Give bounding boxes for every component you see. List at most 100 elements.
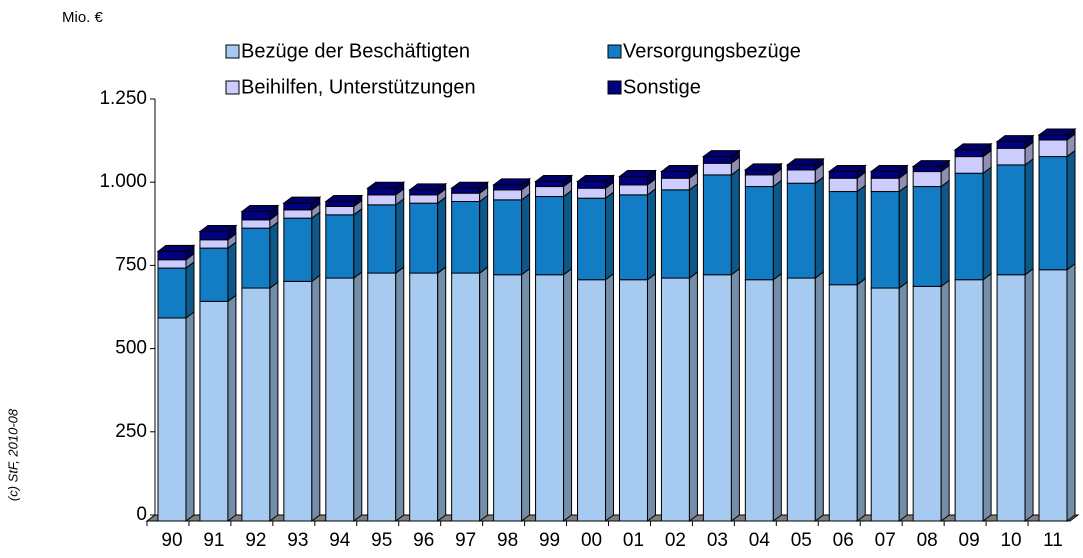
x-tick-label: 04 <box>749 530 771 551</box>
note: (c) StF, 2010-08 <box>5 408 20 501</box>
x-tick-label: 00 <box>581 530 602 551</box>
bar-segment <box>996 164 1026 276</box>
bar-segment <box>954 149 984 158</box>
bar-segment <box>283 202 313 211</box>
bar-segment <box>1038 134 1068 141</box>
bar-segment <box>786 164 816 171</box>
bar-segment <box>912 285 942 522</box>
bar-side <box>1024 267 1034 522</box>
bar-top <box>198 224 238 232</box>
bar-top <box>366 181 406 189</box>
bar-top <box>995 135 1035 143</box>
bar-segment <box>535 274 565 522</box>
bar-segment <box>618 184 648 196</box>
bar-segment <box>199 239 229 249</box>
bar-segment <box>493 184 523 191</box>
bar-side <box>1024 157 1034 276</box>
bar-segment <box>744 186 774 281</box>
y-axis-label: Mio. € <box>62 9 104 26</box>
bar-side <box>646 187 656 281</box>
bar-segment <box>786 277 816 522</box>
bar-segment <box>954 279 984 522</box>
bar-segment <box>744 169 774 176</box>
bar-top <box>743 163 783 171</box>
bar-segment <box>912 171 942 188</box>
bar-top <box>701 150 741 158</box>
bar-top <box>911 160 951 168</box>
bar-side <box>814 271 824 522</box>
bar-segment <box>577 181 607 189</box>
y-tick-label: 1.000 <box>99 171 147 192</box>
x-tick-label: 06 <box>833 530 854 551</box>
bar-segment <box>660 177 690 191</box>
bar-side <box>563 267 573 522</box>
bar-segment <box>618 279 648 522</box>
bar-side <box>1066 262 1076 522</box>
bar-segment <box>535 181 565 188</box>
bar-top <box>827 165 867 173</box>
bar-side <box>730 267 740 522</box>
bar-side <box>269 281 279 522</box>
bar-segment <box>367 187 397 196</box>
bar-side <box>982 272 992 522</box>
bar-segment <box>409 202 439 274</box>
bar-segment <box>744 174 774 188</box>
bar-segment <box>409 189 439 196</box>
bar-side <box>605 191 615 281</box>
bar-side <box>1066 149 1076 271</box>
bar-side <box>353 271 363 522</box>
bar-segment <box>367 272 397 522</box>
bar-segment <box>1038 139 1068 158</box>
x-tick-label: 10 <box>1000 530 1021 551</box>
bar-segment <box>451 201 481 274</box>
bar-side <box>856 184 866 286</box>
bar-segment <box>912 186 942 287</box>
bar-top <box>408 183 448 191</box>
bar-segment <box>493 199 523 276</box>
bar-segment <box>325 277 355 522</box>
bar-segment <box>199 247 229 302</box>
legend-label: Beihilfen, Unterstützungen <box>241 76 476 98</box>
bar-top <box>534 175 574 183</box>
bar-top <box>869 165 909 173</box>
legend-label: Bezüge der Beschäftigten <box>241 40 470 62</box>
bar-top <box>240 204 280 212</box>
x-tick-label: 02 <box>665 530 686 551</box>
bar-segment <box>325 214 355 279</box>
bar-side <box>646 272 656 522</box>
bar-segment <box>828 284 858 522</box>
bar-segment <box>828 177 858 193</box>
bar-side <box>898 184 908 290</box>
bar-side <box>688 271 698 522</box>
bar-top <box>953 143 993 151</box>
legend-label: Sonstige <box>623 76 701 98</box>
legend-swatch <box>225 80 240 95</box>
bar-segment <box>996 147 1026 166</box>
bar-side <box>563 189 573 276</box>
x-tick-label: 96 <box>413 530 434 551</box>
bar-segment <box>660 277 690 522</box>
x-tick-label: 99 <box>539 530 560 551</box>
bar-top <box>1037 128 1077 136</box>
bar-top <box>282 196 322 204</box>
bar-top <box>576 175 616 183</box>
bar-top <box>617 170 657 178</box>
x-tick-label: 91 <box>203 530 224 551</box>
y-tick-label: 250 <box>115 421 147 442</box>
bar-side <box>185 261 195 319</box>
bar-side <box>898 281 908 522</box>
bar-segment <box>996 141 1026 149</box>
bar-segment <box>241 210 271 221</box>
bar-segment <box>870 171 900 179</box>
x-tick-label: 05 <box>791 530 812 551</box>
x-tick-label: 97 <box>455 530 476 551</box>
bar-segment <box>157 250 187 261</box>
bar-side <box>940 279 950 522</box>
bar-side <box>521 192 531 276</box>
y-tick-label: 1.250 <box>99 88 147 109</box>
bar-side <box>772 272 782 522</box>
bar-side <box>227 241 237 303</box>
bar-top <box>156 244 196 252</box>
